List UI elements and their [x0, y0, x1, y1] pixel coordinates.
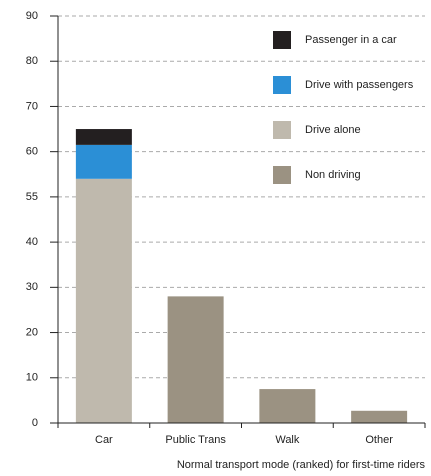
x-tick-label: Walk	[275, 434, 300, 446]
bar-segment	[75, 129, 132, 145]
legend-swatch	[273, 31, 291, 49]
legend-swatch	[273, 76, 291, 94]
y-tick-label: 0	[32, 417, 38, 429]
legend-swatch	[273, 166, 291, 184]
legend-label: Drive alone	[305, 124, 361, 136]
y-tick-label: 40	[26, 236, 38, 248]
y-tick-label: 10	[26, 372, 38, 384]
y-tick-label: 20	[26, 326, 38, 338]
bar-segment	[351, 410, 408, 423]
bar-segment	[75, 144, 132, 179]
x-axis-label: Normal transport mode (ranked) for first…	[177, 459, 426, 471]
legend-swatch	[273, 121, 291, 139]
y-tick-label: 30	[26, 281, 38, 293]
x-tick-label: Car	[95, 434, 113, 446]
y-tick-label: 90	[26, 10, 38, 22]
legend-label: Drive with passengers	[305, 79, 414, 91]
y-tick-label: 55	[26, 191, 38, 203]
y-tick-label: 80	[26, 55, 38, 67]
bar-segment	[75, 178, 132, 423]
bar-segment	[167, 296, 224, 423]
x-tick-label: Other	[365, 434, 393, 446]
y-tick-label: 70	[26, 100, 38, 112]
legend-label: Non driving	[305, 169, 361, 181]
legend-label: Passenger in a car	[305, 34, 397, 46]
bar-segment	[259, 389, 316, 423]
x-tick-label: Public Trans	[165, 434, 226, 446]
y-tick-label: 60	[26, 146, 38, 158]
